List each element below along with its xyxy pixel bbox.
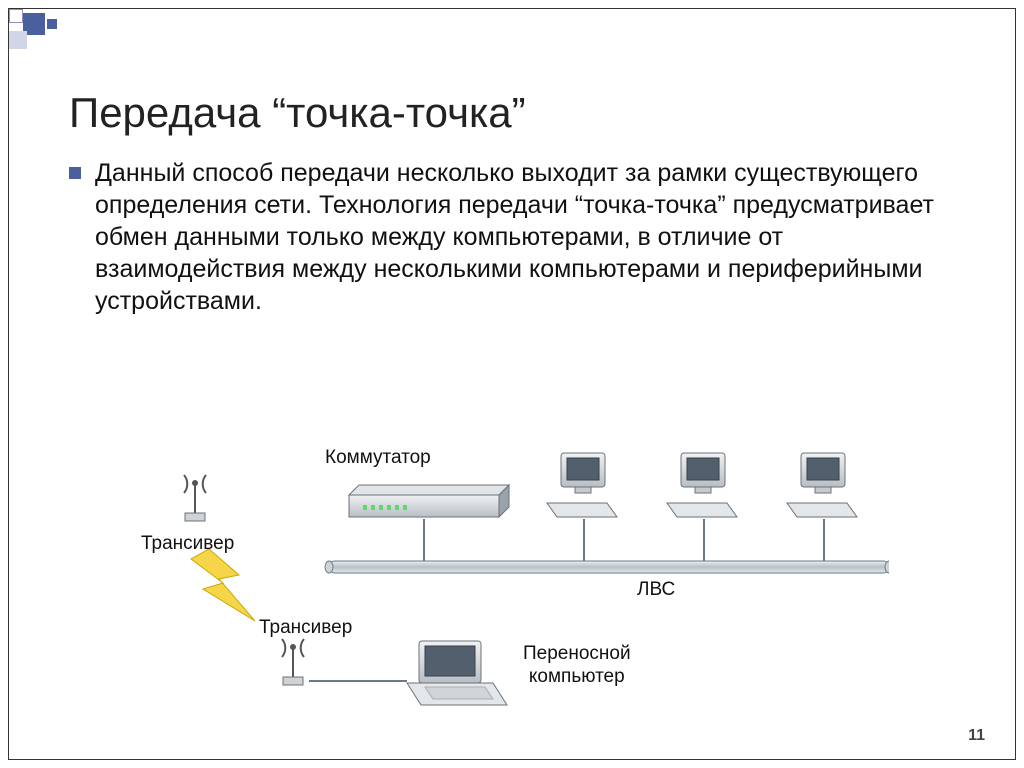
laptop-label-line1: Переносной	[523, 643, 631, 664]
corner-decoration	[9, 9, 69, 53]
body-text: Данный способ передачи несколько выходит…	[95, 157, 955, 317]
bullet-icon	[69, 167, 81, 179]
transceiver-bottom-label: Трансивер	[259, 617, 352, 639]
network-diagram: Коммутатор Трансивер ЛВС Трансивер Перен…	[129, 409, 889, 729]
body-paragraph: Данный способ передачи несколько выходит…	[69, 157, 955, 317]
page-number: 11	[968, 727, 985, 745]
slide-content: Передача “точка-точка” Данный способ пер…	[69, 89, 955, 317]
transceiver-top-label: Трансивер	[141, 533, 234, 555]
diagram-svg	[129, 409, 889, 729]
slide-title: Передача “точка-точка”	[69, 89, 955, 137]
slide-frame: Передача “точка-точка” Данный способ пер…	[8, 8, 1016, 760]
lan-label: ЛВС	[637, 579, 675, 601]
laptop-label-line2: компьютер	[529, 666, 625, 687]
switch-label: Коммутатор	[325, 447, 431, 469]
